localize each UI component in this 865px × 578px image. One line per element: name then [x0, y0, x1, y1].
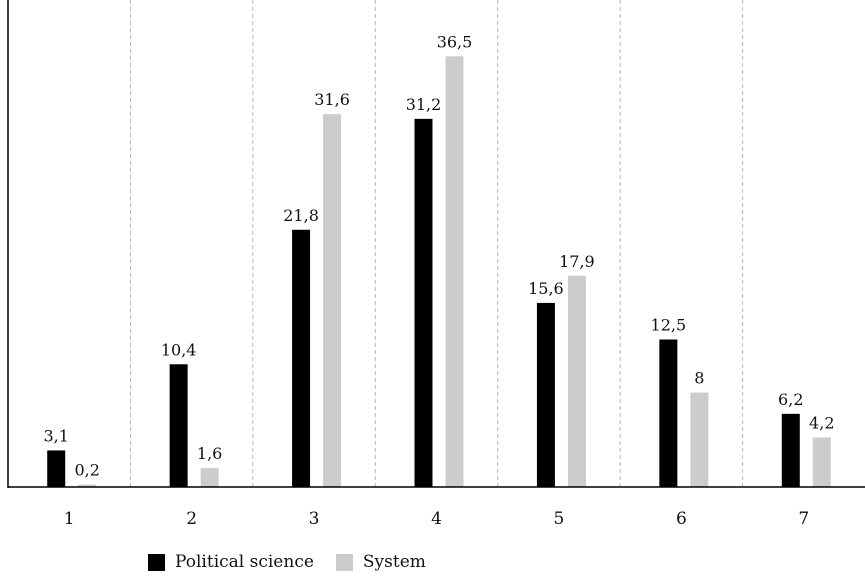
x-tick-label: 5 — [554, 509, 565, 529]
data-label: 4,2 — [809, 413, 834, 432]
legend-swatch-political-science — [148, 553, 165, 571]
bar-political-science-1 — [47, 450, 66, 487]
data-label: 31,2 — [406, 95, 442, 114]
data-label: 3,1 — [43, 426, 68, 445]
x-tick-label: 7 — [798, 509, 809, 529]
data-label: 36,5 — [437, 32, 473, 51]
data-label: 6,2 — [778, 390, 803, 409]
bar-political-science-7 — [781, 413, 800, 487]
bar-political-science-4 — [414, 118, 433, 487]
legend-label-system: System — [362, 552, 426, 572]
bar-political-science-6 — [659, 339, 678, 487]
bar-system-4 — [445, 56, 464, 488]
data-label: 31,6 — [314, 90, 350, 109]
x-tick-label: 4 — [431, 509, 442, 529]
bar-chart: 3,1 0,2 1 10,4 1,6 2 21,8 31,6 3 31,2 36,5 4 15,6 17,… — [7, 0, 865, 529]
data-label: 12,5 — [651, 316, 687, 335]
data-label: 17,9 — [559, 252, 595, 271]
bar-system-7 — [812, 437, 831, 487]
legend-swatch-system — [335, 553, 353, 571]
data-label: 15,6 — [528, 279, 564, 298]
data-label: 10,4 — [161, 340, 197, 359]
bar-political-science-2 — [169, 364, 188, 487]
bar-political-science-5 — [536, 302, 555, 487]
data-label: 1,6 — [197, 444, 222, 463]
bar-system-1 — [78, 484, 97, 487]
bar-system-3 — [323, 114, 342, 488]
bar-political-science-3 — [292, 229, 311, 487]
x-tick-label: 1 — [64, 509, 75, 529]
data-label: 0,2 — [74, 461, 99, 480]
x-tick-label: 3 — [309, 509, 320, 529]
data-label: 8 — [694, 369, 704, 388]
legend-label-political-science: Political science — [175, 552, 314, 572]
x-tick-label: 6 — [676, 509, 687, 529]
bar-system-6 — [690, 392, 709, 487]
data-label: 21,8 — [283, 206, 319, 225]
legend-item-political-science: Political science — [148, 552, 314, 572]
bar-system-2 — [200, 468, 219, 487]
legend-item-system: System — [335, 552, 426, 572]
bar-system-5 — [567, 275, 586, 487]
x-tick-label: 2 — [186, 509, 197, 529]
legend: Political science System — [148, 552, 448, 572]
